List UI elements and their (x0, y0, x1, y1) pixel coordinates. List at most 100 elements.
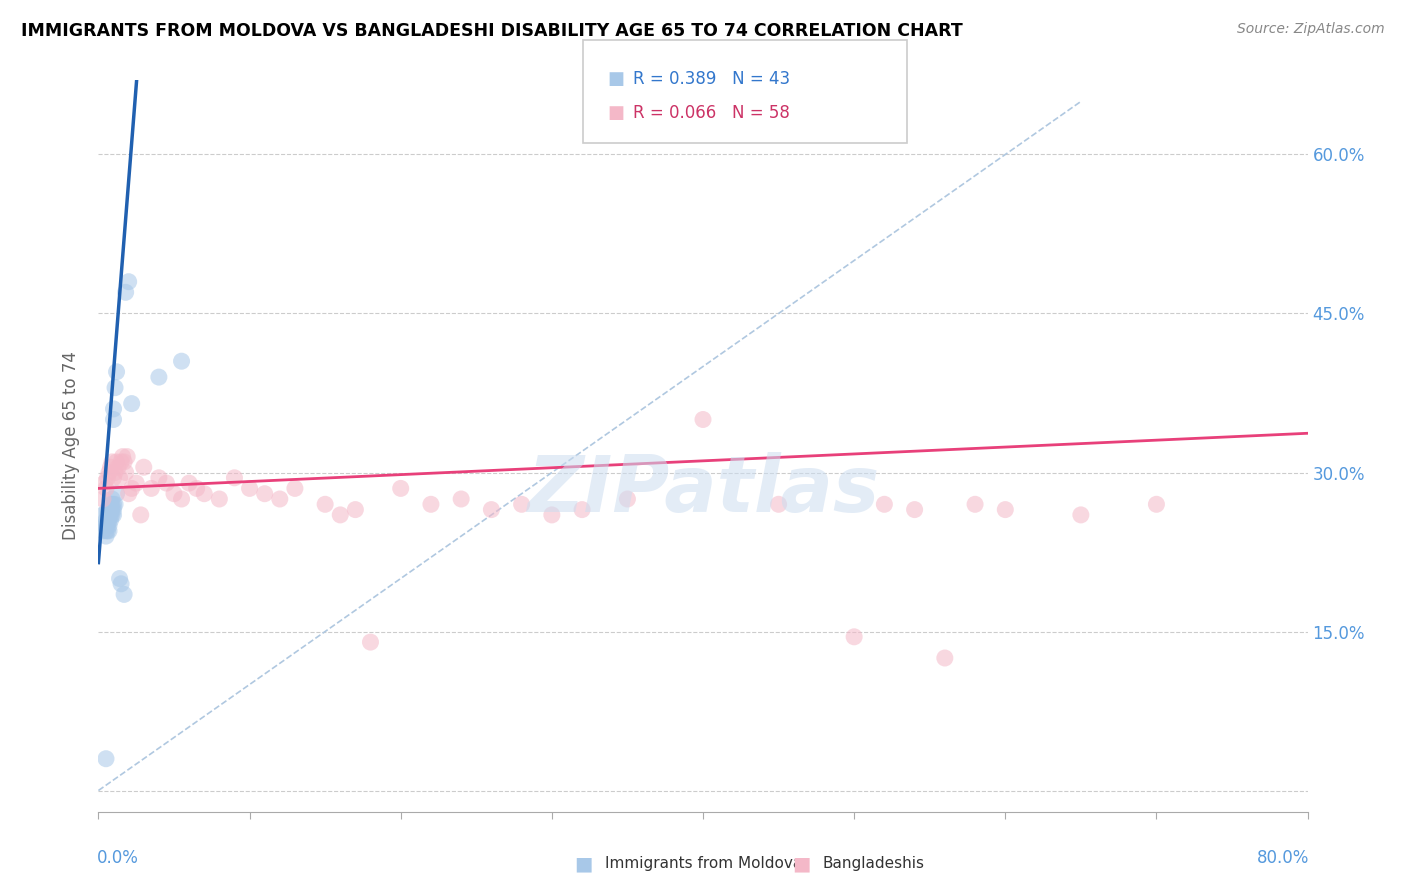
Point (540, 508, 562, 522)
Point (91, 524, 114, 538)
Point (100, 497, 122, 511)
Point (163, 486, 186, 500)
Point (129, 508, 152, 522)
Point (98, 518, 121, 533)
Point (94, 529, 117, 543)
Point (94, 752, 117, 766)
Point (118, 275, 141, 289)
Point (148, 471, 170, 485)
Text: IMMIGRANTS FROM MOLDOVA VS BANGLADESHI DISABILITY AGE 65 TO 74 CORRELATION CHART: IMMIGRANTS FROM MOLDOVA VS BANGLADESHI D… (21, 22, 963, 40)
Point (148, 370, 170, 384)
Point (94, 482, 117, 496)
Point (389, 482, 412, 496)
Point (125, 476, 148, 491)
Point (101, 491, 124, 506)
Point (101, 497, 124, 511)
Point (101, 502, 124, 516)
Text: Source: ZipAtlas.com: Source: ZipAtlas.com (1237, 22, 1385, 37)
Text: Bangladeshis: Bangladeshis (823, 856, 925, 871)
Point (96, 508, 118, 522)
Point (98, 513, 121, 527)
Text: 80.0%: 80.0% (1257, 849, 1309, 867)
Point (98, 524, 121, 538)
Point (1144, 497, 1167, 511)
Point (420, 497, 443, 511)
Point (91, 508, 114, 522)
Point (114, 285, 136, 300)
Text: ■: ■ (607, 70, 624, 87)
Point (208, 491, 231, 506)
Point (96, 513, 118, 527)
Point (118, 486, 141, 500)
Point (104, 497, 127, 511)
Text: ZIPatlas: ZIPatlas (527, 452, 879, 528)
Point (224, 471, 246, 485)
Point (284, 482, 307, 496)
Point (450, 491, 472, 506)
Point (965, 497, 987, 511)
Point (111, 450, 134, 464)
Point (1070, 508, 1092, 522)
Point (108, 471, 131, 485)
Point (141, 482, 163, 496)
Point (110, 576, 132, 591)
Point (93, 518, 115, 533)
Point (994, 502, 1017, 516)
Text: 0.0%: 0.0% (97, 849, 139, 867)
Point (93, 476, 115, 491)
Point (98, 508, 121, 522)
Point (101, 455, 124, 469)
Point (98, 466, 121, 480)
Point (103, 412, 125, 426)
Point (115, 450, 138, 464)
Point (269, 491, 291, 506)
Point (170, 491, 193, 506)
Point (112, 455, 135, 469)
Point (94, 513, 117, 527)
Point (96, 524, 118, 538)
Point (481, 502, 503, 516)
Point (253, 486, 276, 500)
Point (360, 635, 382, 649)
Text: ■: ■ (792, 854, 811, 873)
Point (100, 508, 122, 522)
Point (103, 401, 125, 416)
Point (170, 354, 193, 368)
Point (873, 497, 896, 511)
Point (239, 482, 262, 496)
Point (904, 502, 927, 516)
Point (100, 513, 122, 527)
Point (121, 396, 143, 410)
Text: ■: ■ (607, 104, 624, 122)
Point (112, 587, 135, 601)
Point (110, 455, 132, 469)
Text: Immigrants from Moldova: Immigrants from Moldova (605, 856, 801, 871)
Point (193, 486, 215, 500)
Point (101, 508, 124, 522)
Point (100, 502, 122, 516)
Point (96, 518, 118, 533)
Point (344, 502, 367, 516)
Point (94, 524, 117, 538)
Point (108, 572, 131, 586)
Point (692, 412, 714, 426)
Point (510, 497, 533, 511)
Point (768, 497, 790, 511)
Point (96, 471, 118, 485)
Point (94, 518, 117, 533)
Point (844, 630, 866, 644)
Point (105, 365, 128, 379)
Point (100, 460, 122, 475)
Point (571, 502, 593, 516)
Point (105, 486, 128, 500)
Point (103, 502, 125, 516)
Text: R = 0.066   N = 58: R = 0.066 N = 58 (633, 104, 790, 122)
Point (96, 502, 118, 516)
Point (329, 508, 352, 522)
Text: R = 0.389   N = 43: R = 0.389 N = 43 (633, 70, 790, 87)
Point (103, 471, 125, 485)
Point (104, 466, 127, 480)
Y-axis label: Disability Age 65 to 74: Disability Age 65 to 74 (62, 351, 80, 541)
Point (98, 502, 121, 516)
Point (103, 497, 125, 511)
